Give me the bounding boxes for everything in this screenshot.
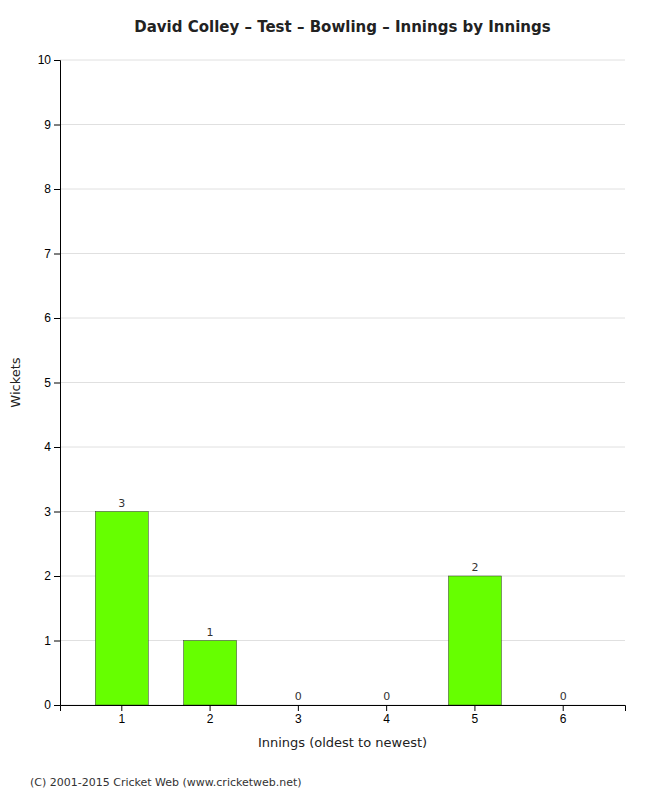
y-tick-mark <box>54 125 60 126</box>
x-tick-label: 6 <box>560 712 567 726</box>
data-label: 2 <box>471 561 478 574</box>
y-tick-label: 7 <box>44 247 51 261</box>
y-tick: 0 <box>44 698 60 712</box>
x-tick-mark <box>563 705 564 711</box>
bars <box>95 512 501 706</box>
y-tick-mark <box>54 60 60 61</box>
x-tick-mark <box>474 705 475 711</box>
bar <box>448 576 501 705</box>
grid <box>60 60 625 705</box>
y-tick-label: 4 <box>44 440 51 454</box>
x-axis: 1 2 3 4 5 6 <box>61 705 626 726</box>
y-tick-label: 0 <box>44 698 51 712</box>
y-tick-mark <box>54 705 60 706</box>
plot-area: 310020123456012345678910 <box>38 53 626 725</box>
y-tick: 10 <box>38 53 60 67</box>
y-tick: 6 <box>44 311 60 325</box>
x-tick: 4 <box>383 705 390 726</box>
y-tick-mark <box>54 641 60 642</box>
grid-line <box>60 318 625 319</box>
x-axis-line <box>61 706 626 712</box>
y-tick-label: 5 <box>44 376 51 390</box>
bar <box>184 641 237 706</box>
y-tick: 1 <box>44 634 60 648</box>
y-axis-line <box>54 61 61 706</box>
grid-line <box>60 60 625 61</box>
bar <box>537 705 590 706</box>
x-tick-label: 3 <box>295 712 302 726</box>
y-tick-mark <box>54 383 60 384</box>
grid-line <box>60 447 625 448</box>
data-label: 3 <box>118 497 125 510</box>
y-axis-title: Wickets <box>8 357 23 407</box>
grid-line <box>60 124 625 125</box>
y-tick: 7 <box>44 247 60 261</box>
x-tick-mark <box>210 705 211 711</box>
x-tick-label: 5 <box>472 712 479 726</box>
y-tick: 4 <box>44 440 60 454</box>
title: David Colley – Test – Bowling – Innings … <box>134 18 551 36</box>
bar <box>95 512 148 706</box>
y-tick-label: 9 <box>44 118 51 132</box>
y-tick: 8 <box>44 182 60 196</box>
y-tick: 2 <box>44 569 60 583</box>
x-tick: 1 <box>118 705 125 726</box>
y-tick-mark <box>54 318 60 319</box>
data-labels: 3 1 0 0 2 0 <box>118 497 566 704</box>
grid-line <box>60 189 625 190</box>
y-tick-mark <box>54 189 60 190</box>
y-tick-label: 2 <box>44 569 51 583</box>
x-tick: 3 <box>295 705 302 726</box>
footer: (C) 2001-2015 Cricket Web (www.cricketwe… <box>30 776 302 789</box>
y-tick-mark <box>54 576 60 577</box>
y-tick-label: 8 <box>44 182 51 196</box>
data-label: 0 <box>560 690 567 703</box>
x-tick: 5 <box>472 705 479 726</box>
y-axis: 0 1 2 3 4 5 6 7 8 9 10 <box>38 53 61 712</box>
x-tick: 6 <box>560 705 567 726</box>
x-tick-label: 4 <box>383 712 390 726</box>
data-label: 1 <box>207 626 214 639</box>
x-tick-label: 2 <box>207 712 214 726</box>
y-tick-label: 10 <box>38 53 52 67</box>
y-tick: 3 <box>44 505 60 519</box>
x-tick: 2 <box>207 705 214 726</box>
y-tick-label: 3 <box>44 505 51 519</box>
bar <box>272 705 325 706</box>
x-tick-mark <box>298 705 299 711</box>
y-tick-label: 6 <box>44 311 51 325</box>
grid-line <box>60 382 625 383</box>
x-tick-mark <box>121 705 122 711</box>
x-axis-title: Innings (oldest to newest) <box>258 735 427 750</box>
x-tick-label: 1 <box>118 712 125 726</box>
grid-line <box>60 253 625 254</box>
y-tick-mark <box>54 512 60 513</box>
data-label: 0 <box>383 690 390 703</box>
bar <box>360 705 413 706</box>
y-tick: 9 <box>44 118 60 132</box>
y-tick: 5 <box>44 376 60 390</box>
data-label: 0 <box>295 690 302 703</box>
x-tick-mark <box>386 705 387 711</box>
y-tick-label: 1 <box>44 634 51 648</box>
chart: 310020123456012345678910David Colley – T… <box>0 0 650 800</box>
y-tick-mark <box>54 254 60 255</box>
y-tick-mark <box>54 447 60 448</box>
